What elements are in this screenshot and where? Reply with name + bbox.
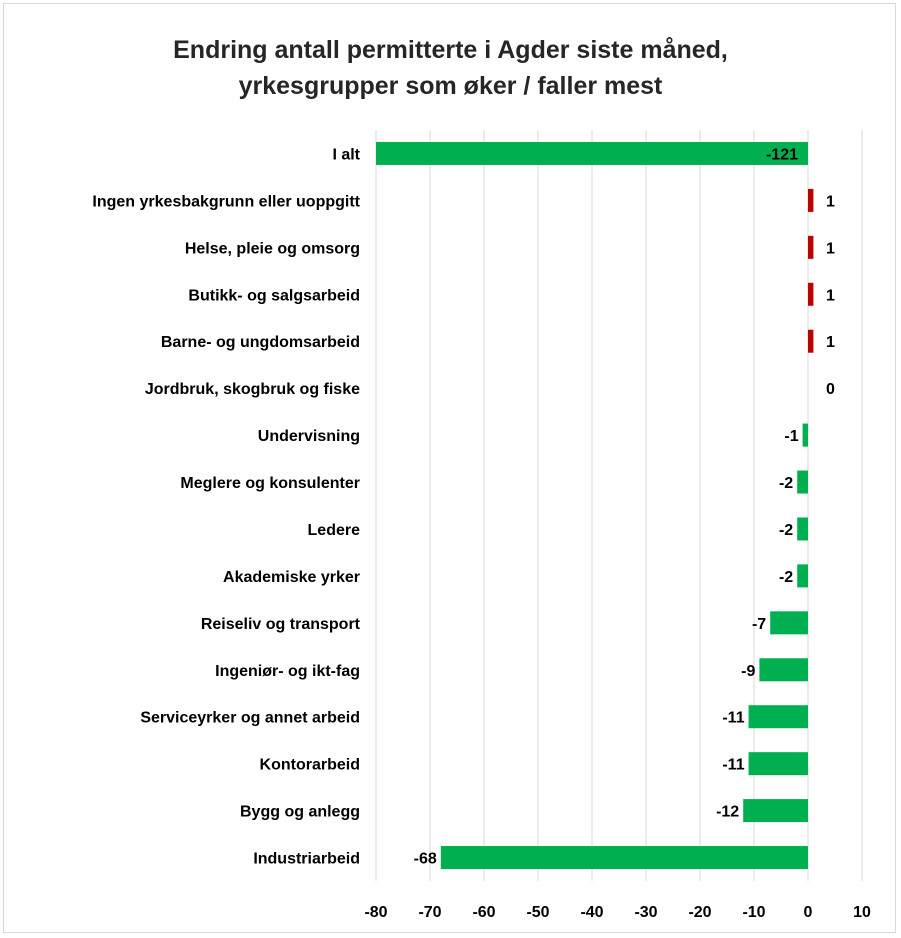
bar (743, 799, 808, 823)
bar (770, 611, 808, 635)
category-label: Jordbruk, skogbruk og fiske (145, 381, 360, 398)
data-label: 1 (826, 334, 835, 351)
bar (797, 564, 808, 588)
category-label: Kontorarbeid (260, 757, 360, 774)
category-label: Ledere (308, 522, 361, 539)
x-tick-label: 10 (853, 904, 871, 921)
data-label: 1 (826, 193, 835, 210)
bar (808, 188, 814, 212)
data-label: -12 (716, 804, 739, 821)
bar (797, 517, 808, 541)
bar (808, 235, 814, 259)
data-label: -2 (779, 569, 793, 586)
bar (376, 141, 808, 165)
data-label: -2 (779, 475, 793, 492)
x-tick-label: -30 (634, 904, 657, 921)
chart-title-line-1: Endring antall permitterte i Agder siste… (173, 36, 728, 64)
category-label: Industriarbeid (253, 851, 360, 868)
bar (808, 282, 814, 306)
x-tick-label: -40 (580, 904, 603, 921)
data-label: -1 (784, 428, 798, 445)
category-label: Ingeniør- og ikt-fag (215, 663, 360, 680)
x-tick-label: -50 (526, 904, 549, 921)
x-tick-label: -70 (418, 904, 441, 921)
category-label: I alt (332, 146, 360, 163)
category-label: Bygg og anlegg (240, 804, 360, 821)
bar (808, 329, 814, 353)
category-label: Butikk- og salgsarbeid (188, 287, 360, 304)
category-label: Barne- og ungdomsarbeid (161, 334, 360, 351)
x-tick-label: -60 (472, 904, 495, 921)
x-tick-label: 0 (804, 904, 813, 921)
category-label: Meglere og konsulenter (180, 475, 360, 492)
bar (797, 470, 808, 494)
category-label: Akademiske yrker (223, 569, 360, 586)
data-label: -11 (722, 757, 744, 774)
data-label: -121 (766, 146, 798, 163)
chart-title: Endring antall permitterte i Agder siste… (4, 32, 897, 104)
data-label: -2 (779, 522, 793, 539)
data-label: -9 (741, 663, 755, 680)
x-tick-label: -80 (364, 904, 387, 921)
data-label: -7 (752, 616, 766, 633)
data-label: 1 (826, 287, 835, 304)
chart-title-line-2: yrkesgrupper som øker / faller mest (238, 72, 663, 100)
bar (748, 752, 808, 776)
bar (759, 658, 808, 682)
category-label: Ingen yrkesbakgrunn eller uoppgitt (92, 193, 360, 210)
category-label: Undervisning (258, 428, 360, 445)
x-tick-label: -10 (742, 904, 765, 921)
category-label: Serviceyrker og annet arbeid (140, 710, 360, 727)
data-label: 0 (826, 381, 835, 398)
bar (802, 423, 808, 447)
x-tick-label: -20 (688, 904, 711, 921)
bar (440, 846, 808, 870)
data-label: -11 (722, 710, 744, 727)
data-label: 1 (826, 240, 835, 257)
bar-chart-plot: -80 -70 -60 -50 -40 -30 -20 -10 0 10I alt -121Inge… (92, 130, 871, 921)
data-label: -68 (414, 851, 437, 868)
category-label: Reiseliv og transport (201, 616, 361, 633)
chart-frame: Endring antall permitterte i Agder siste… (3, 3, 896, 933)
category-label: Helse, pleie og omsorg (185, 240, 360, 257)
bar (748, 705, 808, 729)
